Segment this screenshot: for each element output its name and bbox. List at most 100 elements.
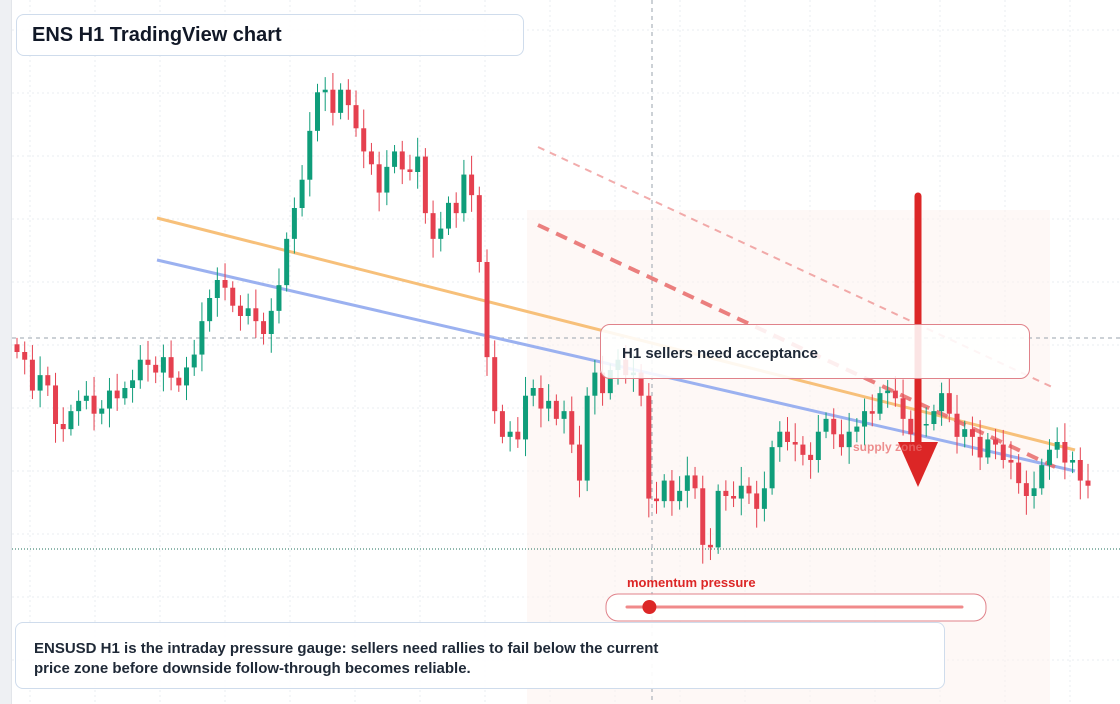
candle	[99, 408, 105, 414]
supply-zone-label: supply zone	[853, 440, 923, 454]
candle	[638, 372, 644, 396]
candle	[214, 280, 220, 298]
candle	[76, 400, 82, 412]
candle	[307, 130, 313, 180]
candle	[276, 285, 282, 311]
candle	[445, 202, 451, 229]
candle	[885, 390, 891, 394]
candle	[184, 367, 190, 386]
candle	[838, 434, 844, 448]
candle	[14, 344, 20, 352]
candle	[823, 418, 829, 432]
candle	[777, 431, 783, 448]
candle	[1054, 442, 1060, 450]
candle	[83, 395, 89, 401]
candle	[22, 352, 28, 360]
candle	[53, 385, 59, 424]
candle	[707, 544, 713, 548]
candle	[176, 377, 182, 386]
candle	[738, 485, 744, 499]
candle	[291, 208, 297, 239]
candle	[846, 431, 852, 448]
candle	[160, 357, 166, 373]
chart-title: ENS H1 TradingView chart	[16, 14, 524, 56]
candle	[469, 174, 475, 196]
candle	[222, 280, 228, 288]
candle	[261, 321, 267, 334]
candle	[114, 390, 120, 399]
candle	[939, 393, 945, 412]
candle	[723, 490, 729, 496]
candle	[877, 393, 883, 414]
candle	[785, 431, 791, 442]
candle	[684, 475, 690, 491]
candle	[731, 496, 737, 499]
candle	[908, 418, 914, 435]
candle	[37, 375, 43, 391]
candle	[669, 480, 675, 502]
candle	[900, 398, 906, 419]
candle	[368, 151, 374, 165]
candle	[985, 439, 991, 458]
candle	[330, 89, 336, 113]
candle	[561, 411, 567, 419]
candle	[45, 375, 51, 386]
candle	[438, 228, 444, 239]
candle	[831, 418, 837, 435]
candle	[345, 89, 351, 106]
candle	[792, 442, 798, 445]
candle	[538, 388, 544, 409]
candle	[677, 490, 683, 502]
candle	[754, 493, 760, 509]
candle	[153, 364, 159, 373]
candle	[476, 195, 482, 262]
candle	[168, 357, 174, 378]
candle	[546, 400, 552, 409]
candle	[199, 321, 205, 355]
candle	[392, 151, 398, 167]
candle	[361, 128, 367, 152]
candle	[977, 436, 983, 458]
candle	[137, 359, 143, 381]
candle	[122, 388, 128, 399]
candle	[815, 431, 821, 460]
candle	[407, 169, 413, 172]
candle	[761, 488, 767, 509]
candle	[453, 202, 459, 214]
candle	[553, 400, 559, 419]
gauge-marker	[642, 600, 657, 614]
left-toolbar-rail	[0, 0, 12, 704]
candle	[1039, 465, 1045, 489]
candle	[268, 310, 274, 334]
candle	[322, 89, 328, 93]
candle	[207, 298, 213, 322]
candle	[1000, 444, 1006, 460]
candle	[415, 156, 421, 172]
candle	[808, 454, 814, 460]
candle	[253, 308, 259, 322]
supply-zone-shade	[527, 210, 1050, 704]
candle	[769, 447, 775, 489]
candle	[607, 370, 613, 394]
candle	[29, 359, 35, 391]
candle	[484, 262, 490, 358]
sellers-callout: H1 sellers need acceptance	[600, 324, 1030, 379]
sell-arrow-head	[898, 442, 938, 487]
candle	[1016, 462, 1022, 484]
candle	[800, 444, 806, 455]
candle	[869, 411, 875, 414]
candle	[499, 411, 505, 437]
candle	[746, 485, 752, 494]
candle	[145, 359, 151, 365]
candle	[715, 490, 721, 548]
candle	[60, 424, 66, 430]
candle	[692, 475, 698, 489]
candle	[931, 411, 937, 424]
candle	[68, 411, 74, 430]
candle	[862, 411, 868, 427]
candle	[569, 411, 575, 445]
candle	[969, 429, 975, 437]
candle	[91, 395, 97, 414]
candle	[600, 372, 606, 394]
